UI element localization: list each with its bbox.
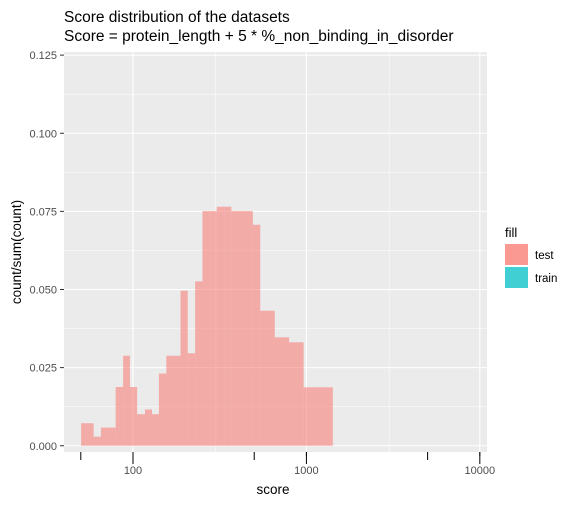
histogram-bar-test [152,414,159,446]
y-tick-label: 0.000 [29,441,57,453]
histogram-bar-test [325,387,333,446]
histogram-bar-test [296,342,304,446]
histogram-bar-test [238,211,246,446]
histogram-bar-test [224,206,232,446]
histogram-bar-test [318,387,326,446]
histogram-bar-test [129,387,138,446]
x-axis-title: score [256,482,289,497]
axes: 0.000 0.025 0.050 0.075 0.100 0.125 100 1000 100… [29,50,495,477]
x-tick-label: 100 [124,465,142,477]
histogram-bar-test [137,414,145,446]
histogram-bar-test [209,211,217,446]
histogram-bar-test [289,342,297,446]
histogram-bar-test [100,427,108,446]
histogram-bar-test [180,290,188,446]
histogram-bar-test [216,206,225,446]
histogram-bar-test [81,423,94,446]
histogram-bar-test [303,387,311,446]
legend-key-test [505,244,528,265]
histogram-bar-test [187,353,196,446]
y-tick-label: 0.125 [29,50,57,62]
histogram-bar-test [115,387,124,446]
legend-title: fill [505,225,517,240]
histogram-bars [81,206,333,446]
x-tick-label: 1000 [294,465,318,477]
histogram-bar-test [166,355,174,446]
y-tick-label: 0.100 [29,128,57,140]
y-tick-label: 0.075 [29,206,57,218]
legend-label-test: test [535,250,554,262]
histogram-bar-test [202,211,210,446]
legend-label-train: train [535,273,557,285]
chart-title-line-1: Score distribution of the datasets [64,9,290,26]
histogram-bar-test [144,409,153,446]
x-tick-label: 10000 [465,465,496,477]
y-tick-label: 0.050 [29,285,57,297]
histogram-bar-test [267,310,275,446]
legend-key-train [505,267,528,288]
y-axis-title: count/sum(count) [9,200,24,304]
histogram-bar-test [231,211,239,446]
histogram-bar-test [158,373,167,446]
y-tick-label: 0.025 [29,363,57,375]
histogram-bar-test [195,281,203,446]
legend: fill test train [505,225,557,288]
histogram-bar-test [274,337,282,446]
chart-title-line-2: Score = protein_length + 5 * %_non_bindi… [64,28,454,45]
histogram-bar-test [107,427,116,446]
histogram-bar-test [281,337,290,446]
histogram-bar-test [310,387,319,446]
histogram-bar-test [245,211,253,446]
histogram-bar-test [123,355,130,446]
histogram-bar-test [260,310,268,446]
histogram-bar-test [93,436,101,446]
histogram-bar-test [252,224,261,446]
histogram-bar-test [173,355,181,446]
